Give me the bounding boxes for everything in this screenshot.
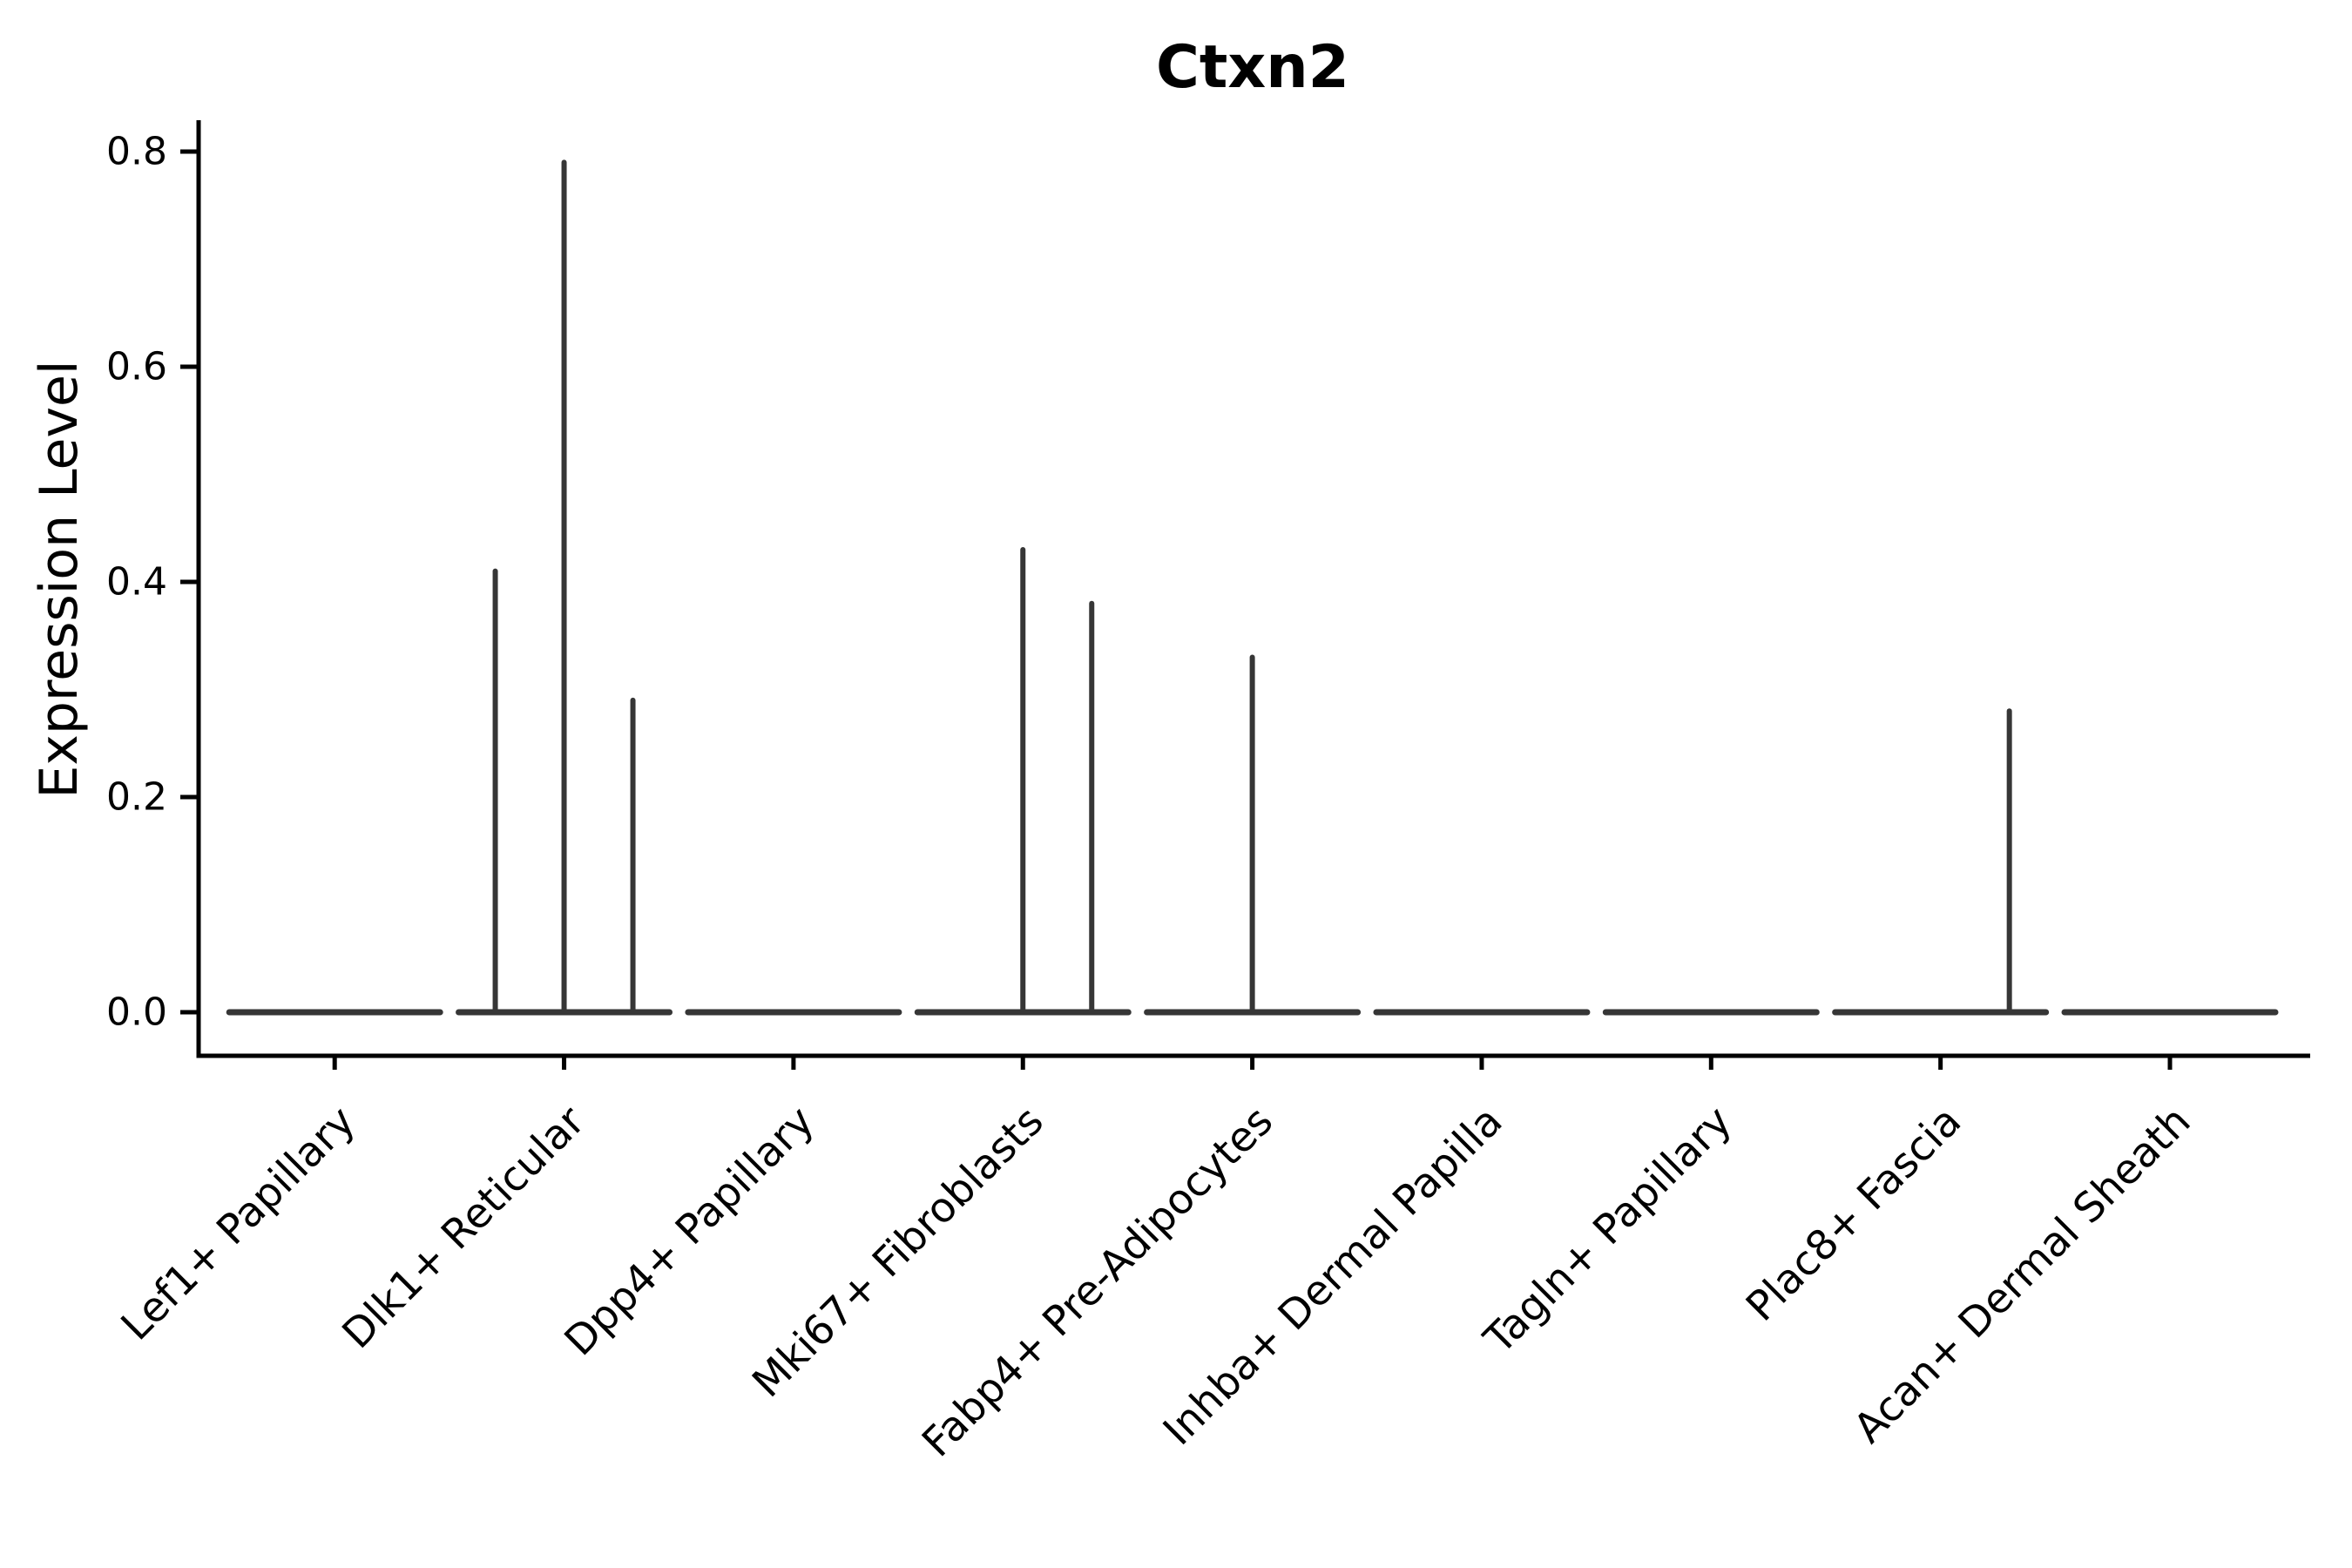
y-tick-label: 0.8	[106, 130, 167, 174]
y-tick-label: 0.2	[106, 775, 167, 820]
x-tick-label: Dlk1+ Reticular	[334, 1097, 595, 1358]
y-axis: 0.0 0.2 0.4 0.6 0.8	[106, 120, 201, 1058]
x-tick-label: Dpp4+ Papillary	[556, 1098, 824, 1366]
y-axis-label: Expression Level	[29, 360, 90, 798]
y-tick-label: 0.0	[106, 990, 167, 1035]
violin-series	[226, 159, 2279, 1016]
y-tick-label: 0.6	[106, 345, 167, 389]
plot-title: Ctxn2	[1156, 33, 1349, 102]
x-tick-label: Lef1+ Papillary	[112, 1098, 365, 1350]
x-tick-label: Plac8+ Fascia	[1737, 1098, 1970, 1331]
x-tick-label: Tagln+ Papillary	[1475, 1098, 1741, 1364]
y-tick-label: 0.4	[106, 560, 167, 605]
